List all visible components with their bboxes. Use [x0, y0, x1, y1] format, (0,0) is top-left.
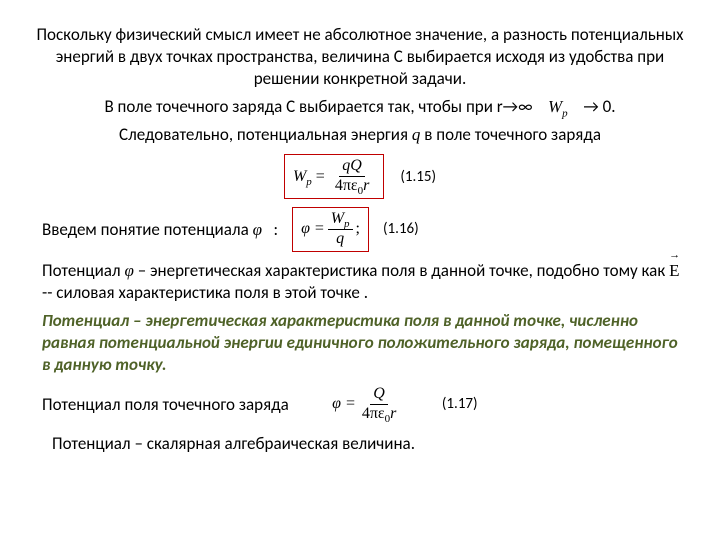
- equation-1-16: φ = Wp q ;: [292, 207, 369, 252]
- eq117-den-a: 4πε: [362, 405, 385, 422]
- p4-text: Введем понятие потенциала: [42, 219, 249, 240]
- symbol-wp-inline: Wp: [548, 97, 572, 116]
- text-condition-b: → 0.: [583, 96, 615, 117]
- slide-content: Поскольку физический смысл имеет не абсо…: [0, 0, 720, 481]
- eq116-fraction: Wp q: [328, 211, 353, 248]
- eq117-fraction: Q 4πε0r: [359, 386, 400, 423]
- equation-1-17-row: Потенциал поля точечного заряда φ = Q 4π…: [42, 386, 684, 423]
- eq117-den-b: r: [390, 405, 396, 422]
- symbol-phi-1: φ: [253, 220, 262, 239]
- text-condition-a: В поле точечного заряда С выбирается так…: [104, 96, 532, 117]
- eq116-num-sub: p: [344, 218, 350, 230]
- eq116-semicolon: ;: [356, 221, 360, 237]
- paragraph-scalar: Потенциал – скалярная алгебраическая вел…: [36, 433, 684, 455]
- wp-subscript: p: [562, 108, 568, 120]
- paragraph-consequence: Следовательно, потенциальная энергия q в…: [36, 124, 684, 146]
- eq115-label: (1.15): [400, 168, 436, 186]
- text-conseq-b: в поле точечного заряда: [420, 124, 601, 145]
- eq115-equals: =: [312, 169, 329, 185]
- p5-a: Потенциал: [42, 260, 124, 281]
- symbol-phi-2: φ: [124, 261, 133, 280]
- vector-e-symbol: E: [669, 260, 679, 282]
- text-conseq-a: Следовательно, потенциальная энергия: [119, 124, 412, 145]
- eq116-lhs: φ =: [301, 221, 325, 237]
- paragraph-condition: В поле точечного заряда С выбирается так…: [36, 96, 684, 118]
- eq117-lhs: φ =: [332, 396, 356, 412]
- wp-letter: W: [548, 97, 562, 116]
- eq115-den-b: r: [363, 177, 369, 194]
- eq116-denominator: q: [333, 230, 347, 248]
- eq116-num-w: W: [331, 210, 344, 227]
- eq115-denominator: 4πε0r: [332, 177, 373, 195]
- paragraph-potential-desc: Потенциал φ – энергетическая характерист…: [36, 260, 684, 304]
- eq117-label: (1.17): [442, 395, 478, 413]
- eq115-fraction: qQ 4πε0r: [332, 158, 373, 195]
- eq115-w: W: [293, 168, 306, 185]
- eq115-numerator: qQ: [339, 158, 365, 177]
- eq117-numerator: Q: [370, 386, 388, 405]
- definition-green: Потенциал – энергетическая характеристик…: [36, 310, 684, 376]
- paragraph-intro: Поскольку физический смысл имеет не абсо…: [36, 24, 684, 90]
- equation-1-17: φ = Q 4πε0r: [332, 386, 402, 423]
- eq115-lhs: Wp: [293, 169, 312, 185]
- p5-b: – энергетическая характеристика поля в д…: [138, 260, 669, 281]
- equation-1-15-row: Wp = qQ 4πε0r (1.15): [36, 154, 684, 199]
- p5-c: -- силовая характеристика поля в этой то…: [42, 282, 368, 303]
- eq115-den-a: 4πε: [335, 177, 358, 194]
- p4-colon: :: [274, 219, 279, 240]
- eq117-denominator: 4πε0r: [359, 405, 400, 423]
- text-point-charge-potential: Потенциал поля точечного заряда: [42, 394, 289, 415]
- eq116-numerator: Wp: [328, 211, 353, 230]
- equation-1-15: Wp = qQ 4πε0r: [284, 154, 384, 199]
- eq116-label: (1.16): [383, 220, 419, 238]
- text-introduce-potential: Введем понятие потенциала φ :: [42, 219, 278, 240]
- equation-1-16-row: Введем понятие потенциала φ : φ = Wp q ;…: [42, 207, 684, 252]
